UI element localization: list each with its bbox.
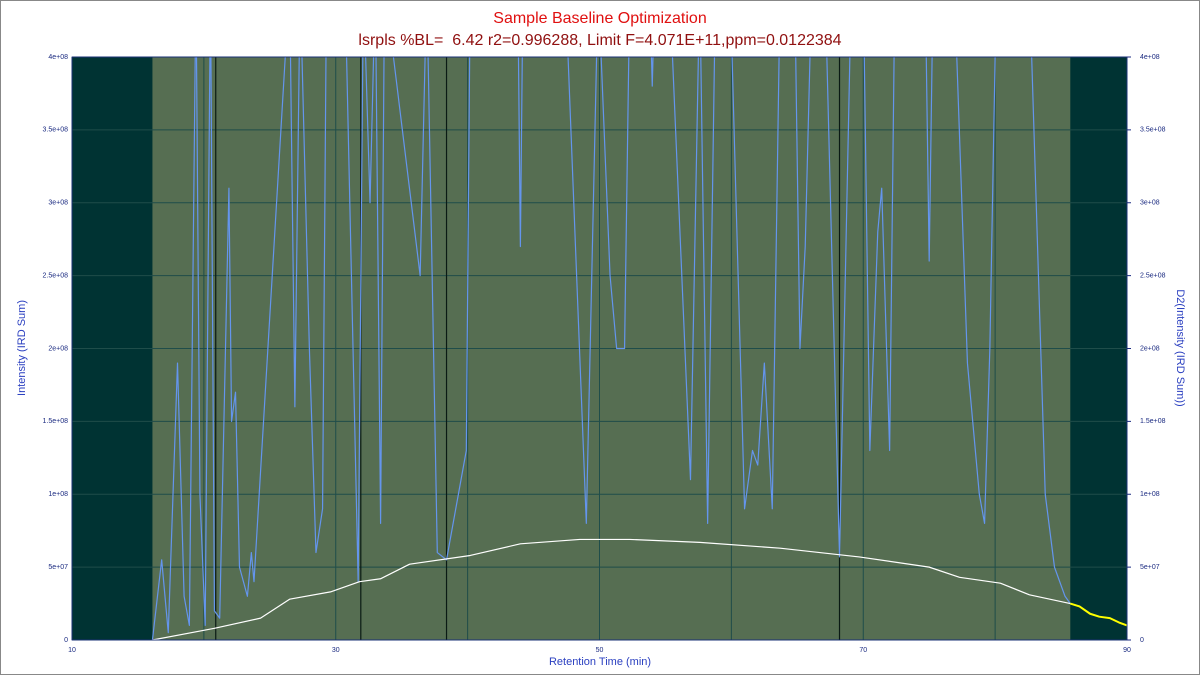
data-line: [152, 538, 1071, 640]
x-axis-label: Retention Time (min): [549, 656, 651, 668]
x-tick-label: 50: [596, 647, 604, 654]
y2-tick-label: 1e+08: [1140, 491, 1160, 498]
y-tick-label: 3e+08: [48, 200, 68, 207]
y-tick-label: 1.5e+08: [43, 418, 69, 425]
y-axis-label: Intensity (IRD Sum): [16, 300, 28, 396]
data-line: [151, 57, 1071, 640]
x-tick-label: 30: [332, 647, 340, 654]
y-tick-label: 2e+08: [48, 345, 68, 352]
y2-tick-label: 3e+08: [1140, 200, 1160, 207]
y2-tick-label: 5e+07: [1140, 564, 1160, 571]
x-tick-label: 10: [68, 647, 76, 654]
y2-axis-label: D2(Intensity (IRD Sum)): [1174, 289, 1186, 406]
y2-tick-label: 1.5e+08: [1140, 418, 1166, 425]
y-tick-label: 5e+07: [48, 564, 68, 571]
y2-tick-label: 2.5e+08: [1140, 272, 1166, 279]
y2-tick-label: 4e+08: [1140, 54, 1160, 61]
chart-subtitle: lsrpls %BL= 6.42 r2=0.996288, Limit F=4.…: [358, 32, 841, 49]
y-tick-label: 0: [64, 637, 68, 644]
y-tick-label: 3.5e+08: [43, 127, 69, 134]
y2-tick-label: 3.5e+08: [1140, 127, 1166, 134]
chart-title: Sample Baseline Optimization: [493, 10, 706, 27]
x-tick-label: 90: [1123, 647, 1131, 654]
plot-border: [71, 56, 1128, 641]
x-tick-label: 70: [859, 647, 867, 654]
y-tick-label: 2.5e+08: [43, 272, 69, 279]
y2-tick-label: 2e+08: [1140, 345, 1160, 352]
y2-tick-label: 0: [1140, 637, 1144, 644]
plot-area: [151, 57, 1127, 640]
y-tick-label: 1e+08: [48, 491, 68, 498]
y-tick-label: 4e+08: [48, 54, 68, 61]
data-line: [1069, 602, 1127, 627]
